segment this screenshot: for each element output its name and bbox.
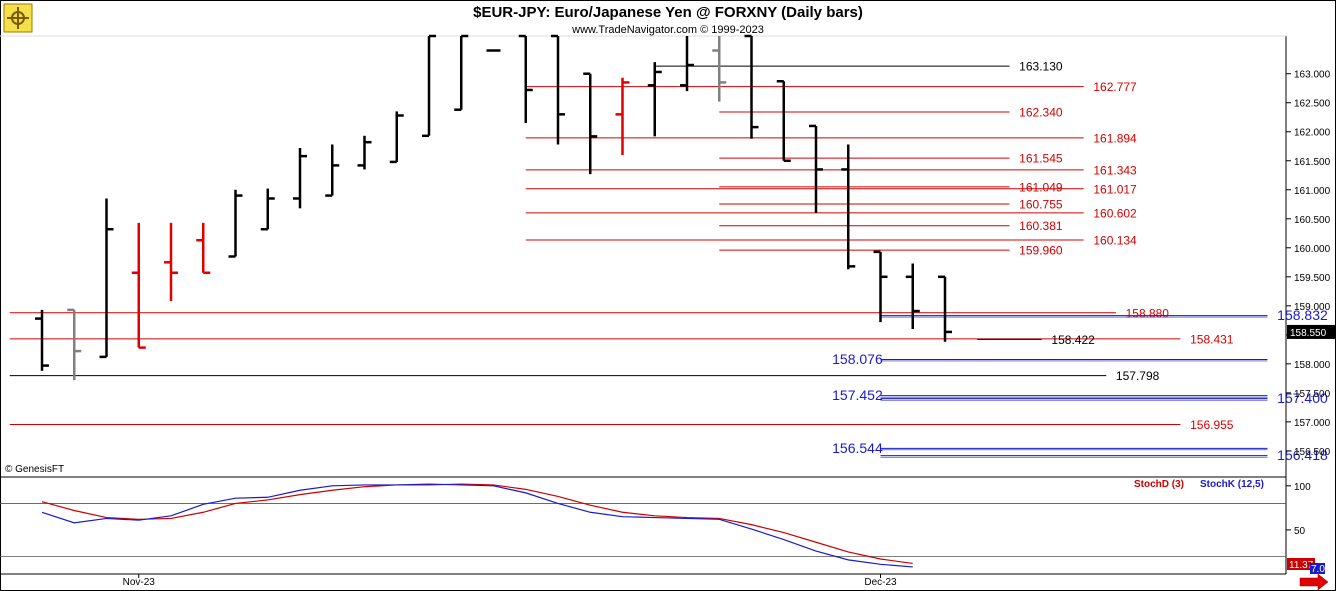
date-axis-label: Nov-23 xyxy=(123,577,156,588)
price-levels: 163.130 162.777 162.340 161.894 161.545 161.3… xyxy=(9,60,1328,463)
price-level-label: 159.960 xyxy=(1019,244,1063,258)
ohlc-bar xyxy=(776,80,791,163)
ohlc-bar xyxy=(131,222,146,349)
ohlc-bar xyxy=(454,34,469,111)
price-level-label: 160.134 xyxy=(1093,234,1137,248)
price-axis-label: 163.000 xyxy=(1294,70,1331,81)
ohlc-bar xyxy=(293,147,307,209)
price-axis-label: 161.500 xyxy=(1294,157,1331,168)
stoch-series-line xyxy=(41,483,913,565)
date-axis-label: Dec-23 xyxy=(864,577,897,588)
ohlc-bar xyxy=(35,309,49,371)
ohlc-bar xyxy=(712,36,727,102)
ohlc-bar xyxy=(551,34,565,145)
stoch-axis-label: 50 xyxy=(1294,526,1306,537)
price-level-label: 157.400 xyxy=(1277,390,1328,406)
price-bars xyxy=(35,34,952,381)
price-axis-label: 157.500 xyxy=(1294,389,1331,400)
price-axis-label: 157.000 xyxy=(1294,418,1331,429)
price-axis-label: 158.000 xyxy=(1294,360,1331,371)
price-axis-label: 160.500 xyxy=(1294,215,1331,226)
price-level-label: 157.452 xyxy=(832,387,883,403)
price-level-label: 156.544 xyxy=(832,440,883,456)
price-level-label: 163.130 xyxy=(1019,60,1063,74)
ohlc-bar xyxy=(905,263,920,330)
ohlc-bar xyxy=(744,34,759,139)
ohlc-bar xyxy=(938,275,952,342)
ohlc-bar xyxy=(518,34,533,124)
price-level-label: 157.798 xyxy=(1116,369,1160,383)
price-axis-label: 162.500 xyxy=(1294,99,1331,110)
price-axis-label: 159.500 xyxy=(1294,273,1331,284)
price-axis-label: 156.500 xyxy=(1294,447,1331,458)
price-axis-label: 160.000 xyxy=(1294,244,1331,255)
date-axis: Nov-23 Dec-23 xyxy=(123,574,897,588)
ohlc-bar xyxy=(583,72,598,175)
price-level-label: 160.602 xyxy=(1093,206,1137,220)
last-price-box xyxy=(1287,324,1335,339)
stoch-last-box-k xyxy=(1310,563,1325,574)
price-axis-label: 161.000 xyxy=(1294,186,1331,197)
chart-subtitle: www.TradeNavigator.com © 1999-2023 xyxy=(571,24,764,36)
ohlc-bar xyxy=(196,222,211,274)
price-level-label: 158.880 xyxy=(1126,306,1170,320)
ohlc-bar xyxy=(325,144,340,197)
price-level-label: 162.777 xyxy=(1093,80,1137,94)
price-level-label: 160.381 xyxy=(1019,219,1063,233)
ohlc-bar xyxy=(647,62,662,137)
stoch-series-line xyxy=(41,483,913,568)
ohlc-bar xyxy=(615,77,630,155)
price-level-label: 156.955 xyxy=(1190,418,1234,432)
ohlc-bar xyxy=(260,188,275,231)
ship-wheel-icon xyxy=(3,3,33,33)
price-level-label: 161.343 xyxy=(1093,163,1137,177)
price-level-label: 158.832 xyxy=(1277,307,1328,323)
stoch-axis-label: 100 xyxy=(1294,482,1311,493)
ohlc-bar xyxy=(67,308,82,381)
stoch-last-box-d xyxy=(1287,558,1315,570)
ohlc-bar xyxy=(99,198,114,359)
price-level-label: 160.755 xyxy=(1019,197,1063,211)
price-axis-label: 162.000 xyxy=(1294,128,1331,139)
ohlc-bar xyxy=(680,36,694,92)
price-level-label: 162.340 xyxy=(1019,106,1063,120)
last-price-marker: 158.550 xyxy=(1287,324,1335,339)
price-level-label: 158.431 xyxy=(1190,332,1234,346)
stoch-legend-d: StochD (3) xyxy=(1134,479,1184,490)
chart-title: $EUR-JPY: Euro/Japanese Yen @ FORXNY (Da… xyxy=(473,4,863,21)
stoch-legend-k: StochK (12,5) xyxy=(1200,479,1264,490)
ohlc-bar xyxy=(164,222,178,302)
stoch-last-label-k: 7.0 xyxy=(1311,564,1325,575)
watermark: © GenesisFT xyxy=(5,464,64,475)
price-level-label: 161.017 xyxy=(1093,182,1137,196)
price-level-label: 158.076 xyxy=(832,351,883,367)
stoch-last-label-d: 11.37 xyxy=(1289,560,1314,571)
ohlc-bar xyxy=(809,124,823,213)
ohlc-bar xyxy=(873,250,888,323)
ohlc-bar xyxy=(841,144,856,270)
ohlc-bar xyxy=(389,111,404,164)
scroll-right-arrow-icon[interactable] xyxy=(1299,573,1329,591)
last-price-label: 158.550 xyxy=(1290,328,1327,339)
price-level-label: 161.894 xyxy=(1093,131,1137,145)
stochastic-panel: 50 100 StochD (3) StochK (12,5) 11.377.0 xyxy=(0,479,1325,575)
price-level-label: 158.422 xyxy=(1051,333,1095,347)
ohlc-bar xyxy=(357,135,372,170)
ohlc-bar xyxy=(228,189,243,258)
price-level-label: 161.049 xyxy=(1019,180,1063,194)
price-axis-label: 159.000 xyxy=(1294,302,1331,313)
ohlc-bar xyxy=(422,34,436,138)
price-level-label: 161.545 xyxy=(1019,152,1063,166)
